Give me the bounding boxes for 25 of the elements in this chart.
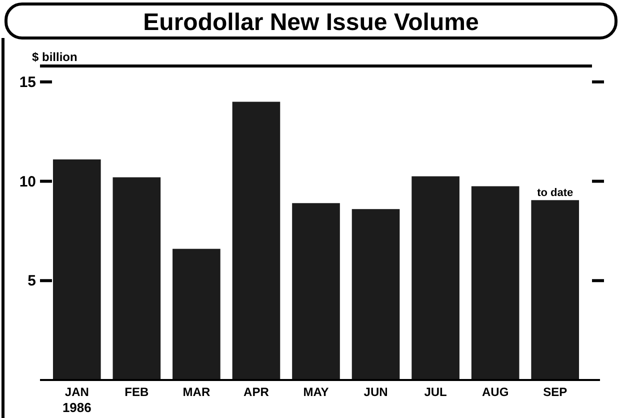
x-tick-label: APR — [244, 385, 270, 399]
bar — [52, 159, 101, 380]
x-tick-label: FEB — [124, 385, 150, 399]
x-tick-label: JUL — [424, 385, 447, 399]
x-tick-label: AUG — [482, 385, 509, 399]
annotation: to date — [537, 187, 574, 200]
bar — [232, 102, 280, 380]
text: 1986 — [62, 400, 92, 415]
chart-title: Eurodollar New Issue Volume — [143, 9, 479, 36]
bar — [292, 203, 340, 380]
bar — [412, 176, 460, 380]
bar — [172, 248, 220, 380]
x-tick-label: SEP — [543, 385, 568, 399]
y-tick-label: 15 — [19, 74, 36, 91]
bar — [112, 177, 161, 380]
y-tick-label: 5 — [28, 272, 36, 290]
bar — [352, 209, 400, 380]
x-tick-label: MAR — [182, 385, 210, 399]
bar — [471, 186, 520, 380]
y-axis-title: $ billion — [32, 50, 78, 64]
x-tick-label: JAN — [64, 385, 89, 399]
x-tick-label: MAY — [303, 385, 329, 399]
y-tick-label: 10 — [19, 173, 36, 190]
bar — [531, 200, 580, 380]
x-tick-label: JUN — [364, 385, 388, 399]
